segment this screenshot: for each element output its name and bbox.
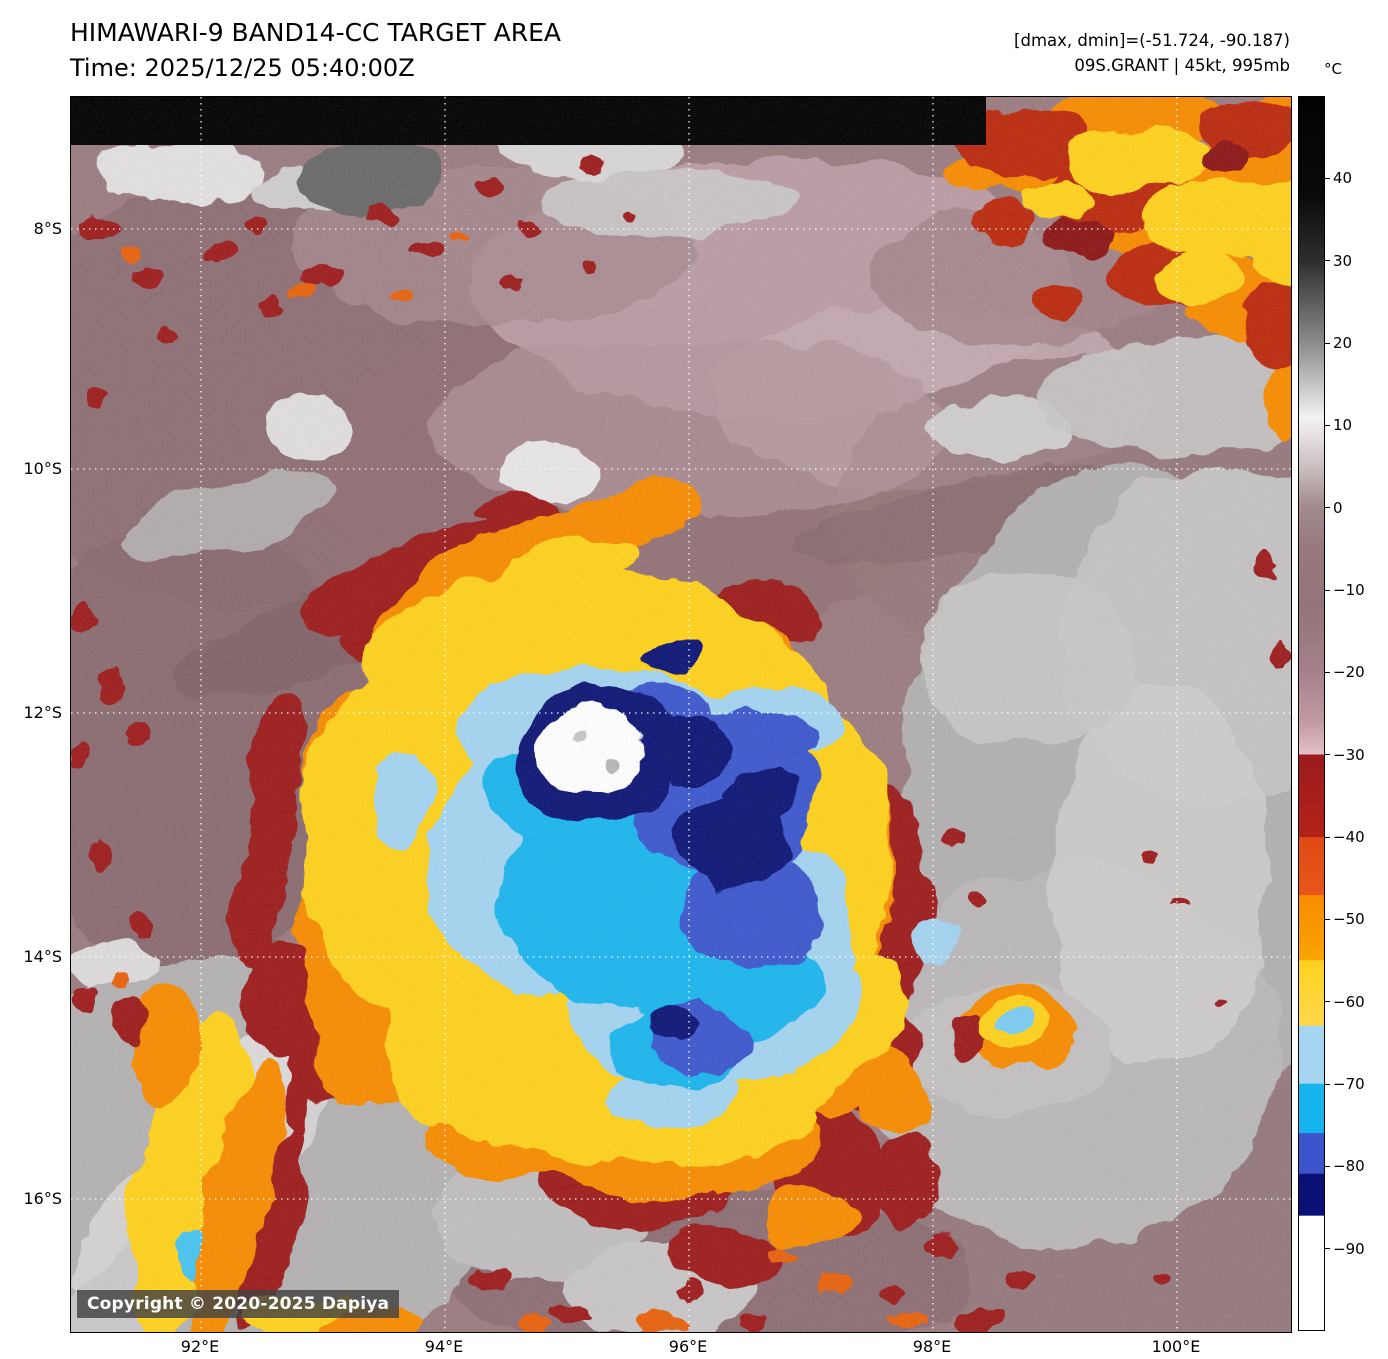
colorbar-tick-mark [1325,918,1330,920]
colorbar-tick-label: 0 [1333,498,1343,517]
x-axis-label-98e: 98°E [912,1337,952,1356]
satellite-image [71,97,1291,1332]
y-axis-label-10s: 10°S [23,459,62,478]
colorbar-tick-label: −90 [1333,1239,1365,1258]
colorbar-unit-label: °C [1324,60,1342,78]
colorbar-tick-label: −30 [1333,745,1365,764]
x-axis-label-94e: 94°E [424,1337,464,1356]
colorbar-tick-mark [1325,342,1330,344]
colorbar-tick-label: −10 [1333,581,1365,599]
colorbar [1298,96,1325,1331]
colorbar-tick-mark [1325,671,1330,673]
y-axis-label-14s: 14°S [23,947,62,966]
x-axis-label-100e: 100°E [1151,1337,1201,1356]
colorbar-tick-mark [1325,1083,1330,1085]
x-axis-label-92e: 92°E [180,1337,220,1356]
x-axis-label-96e: 96°E [668,1337,708,1356]
colorbar-tick-label: 10 [1333,416,1353,435]
colorbar-tick-mark [1325,1001,1330,1003]
colorbar-tick-label: −80 [1333,1157,1365,1176]
colorbar-tick-mark [1325,1165,1330,1167]
colorbar-tick-label: −70 [1333,1075,1365,1093]
y-axis-label-8s: 8°S [33,219,62,238]
figure-title: HIMAWARI-9 BAND14-CC TARGET AREA [70,18,562,47]
colorbar-tick-label: −20 [1333,663,1365,682]
colorbar-tick-mark [1325,589,1330,591]
colorbar-tick-label: 30 [1333,251,1353,270]
colorbar-tick-mark [1325,507,1330,509]
storm-info-label: 09S.GRANT | 45kt, 995mb [1074,56,1290,75]
colorbar-tick-label: 20 [1333,334,1353,352]
y-axis-label-12s: 12°S [23,703,62,722]
y-axis-label-16s: 16°S [23,1189,62,1208]
colorbar-tick-label: −50 [1333,910,1365,929]
colorbar-tick-mark [1325,424,1330,426]
noise-overlay [71,97,1291,1332]
colorbar-tick-mark [1325,177,1330,179]
colorbar-tick-label: 40 [1333,169,1353,188]
figure-time: Time: 2025/12/25 05:40:00Z [70,54,415,82]
dmax-dmin-label: [dmax, dmin]=(-51.724, -90.187) [1014,31,1290,50]
colorbar-tick-label: −60 [1333,992,1365,1011]
colorbar-tick-mark [1325,260,1330,262]
colorbar-tick-mark [1325,836,1330,838]
colorbar-tick-label: −40 [1333,828,1365,846]
colorbar-tick-mark [1325,1248,1330,1250]
colorbar-tick-mark [1325,754,1330,756]
copyright-label: Copyright © 2020-2025 Dapiya [77,1290,400,1318]
header-right: [dmax, dmin]=(-51.724, -90.187) 09S.GRAN… [1014,28,1290,78]
satellite-map: Copyright © 2020-2025 Dapiya [70,96,1292,1333]
